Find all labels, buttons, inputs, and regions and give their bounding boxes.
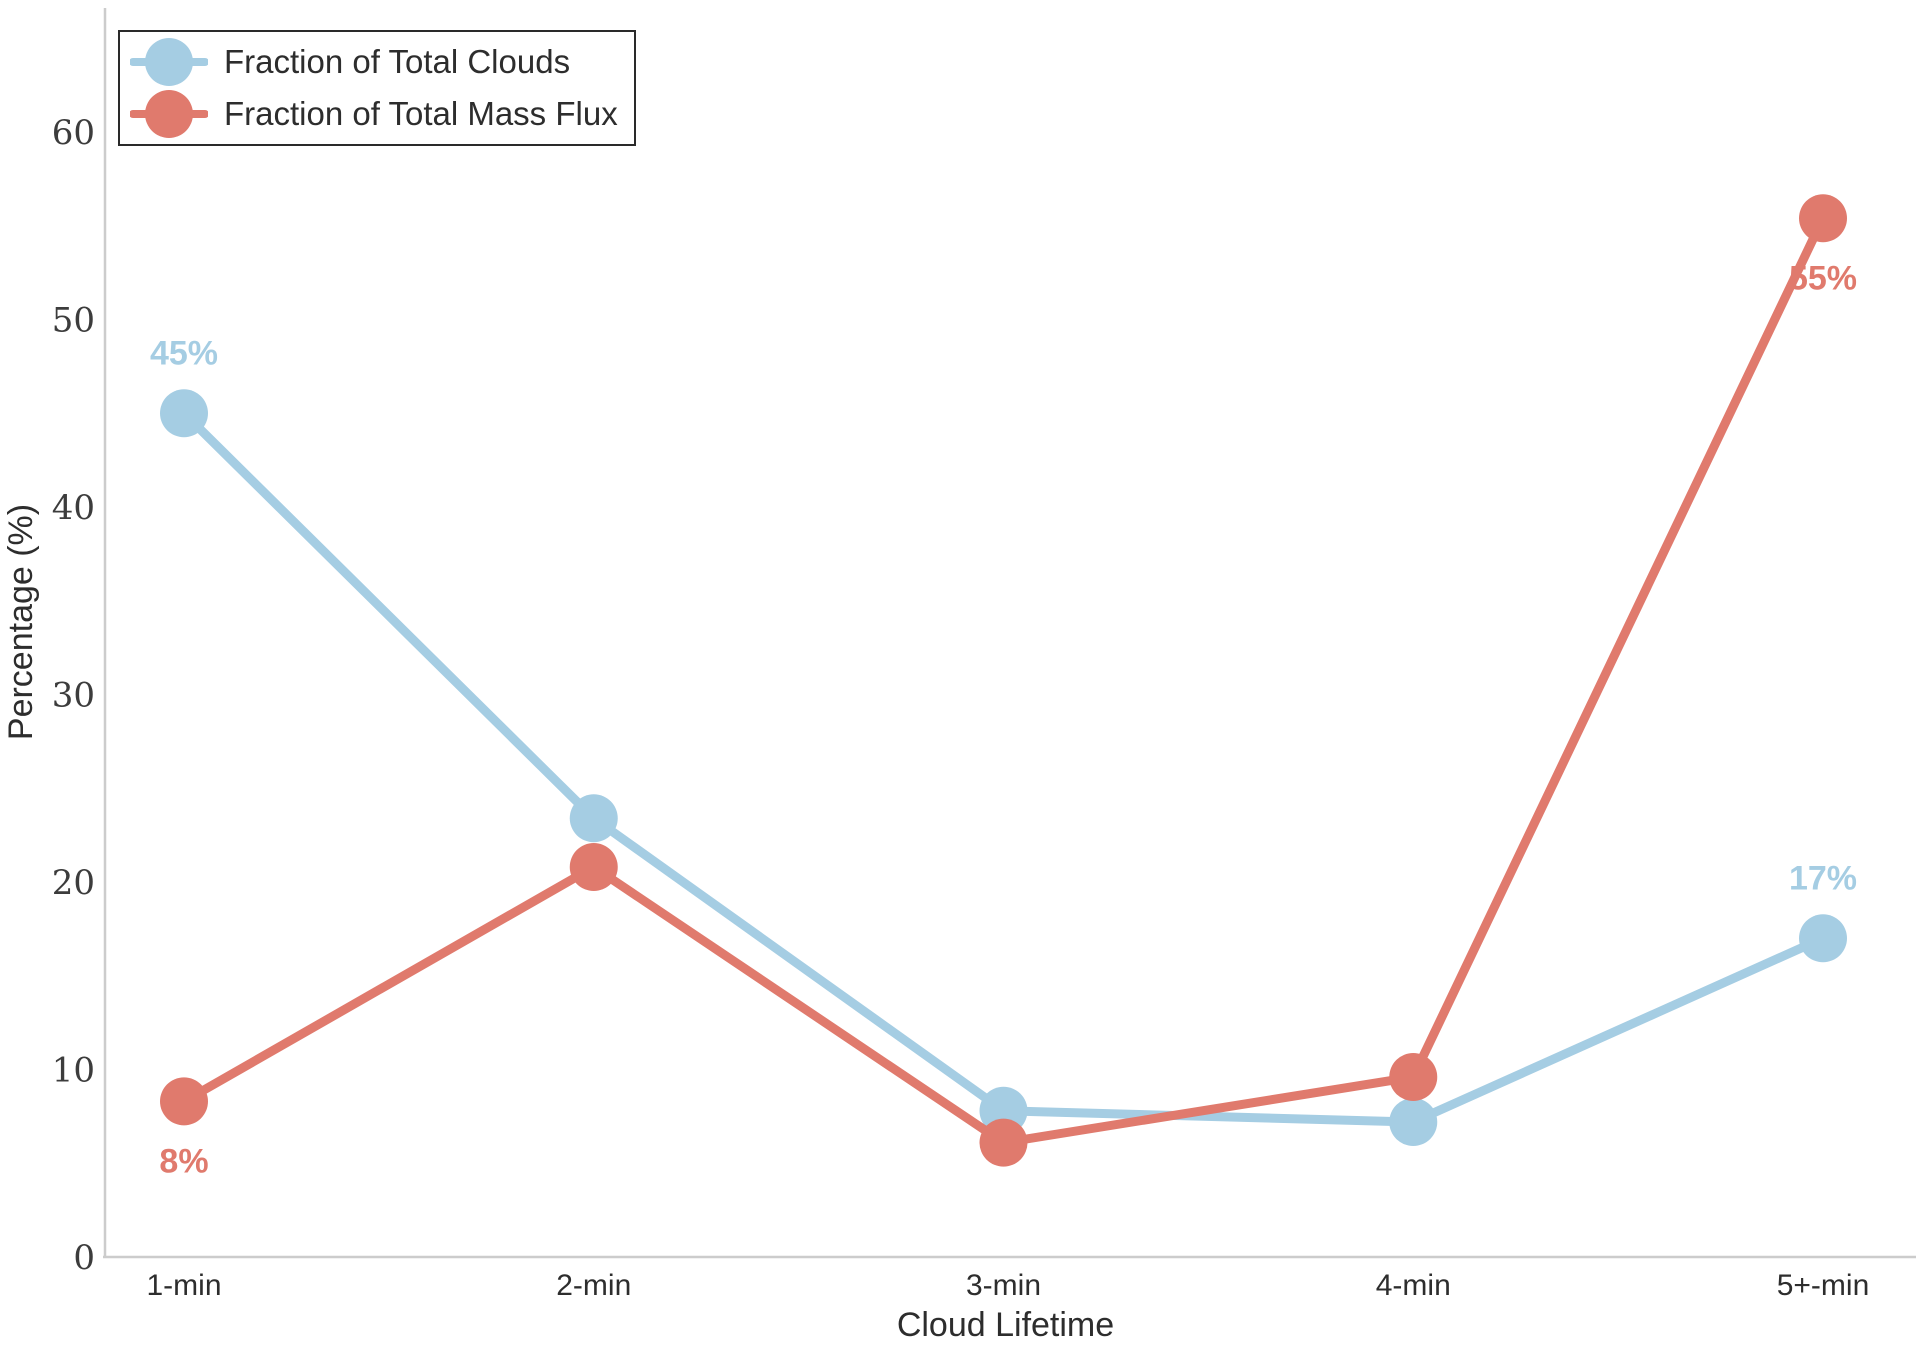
legend-label: Fraction of Total Clouds [224,43,571,80]
legend-item-1: Fraction of Total Mass Flux [130,88,618,140]
data-label: 8% [159,1142,208,1180]
series-line-1 [179,213,1828,1148]
y-tick-label: 30 [52,676,95,716]
y-tick-label: 0 [73,1238,95,1278]
x-tick-label: 4-min [1376,1269,1451,1302]
y-tick-label: 60 [52,113,95,153]
x-tick-label: 2-min [556,1269,631,1302]
legend: Fraction of Total Clouds Fraction of Tota… [118,30,636,146]
legend-label: Fraction of Total Mass Flux [224,95,618,132]
y-tick-label: 10 [52,1051,95,1091]
data-point [979,1118,1028,1167]
x-axis-title: Cloud Lifetime [897,1306,1114,1344]
data-point [1799,914,1847,963]
data-point [1799,194,1847,243]
data-point [1389,1053,1438,1101]
y-tick-label: 40 [52,488,95,528]
data-point [569,843,618,891]
data-point [569,794,618,843]
x-tick-label: 3-min [966,1269,1041,1302]
y-axis-title: Percentage (%) [2,504,40,740]
x-tick-label: 1-min [146,1269,221,1302]
data-point [160,1077,208,1126]
data-point [1389,1098,1438,1146]
legend-marker-icon [130,36,208,88]
y-tick-label: 20 [52,863,95,903]
data-label: 17% [1789,859,1857,897]
data-label: 45% [150,334,218,372]
y-tick-label: 50 [52,301,95,341]
x-tick-label: 5+-min [1777,1269,1870,1302]
series-line-0 [179,408,1828,1127]
legend-marker-icon [130,88,208,140]
legend-item-0: Fraction of Total Clouds [130,36,618,88]
data-point [160,389,208,438]
